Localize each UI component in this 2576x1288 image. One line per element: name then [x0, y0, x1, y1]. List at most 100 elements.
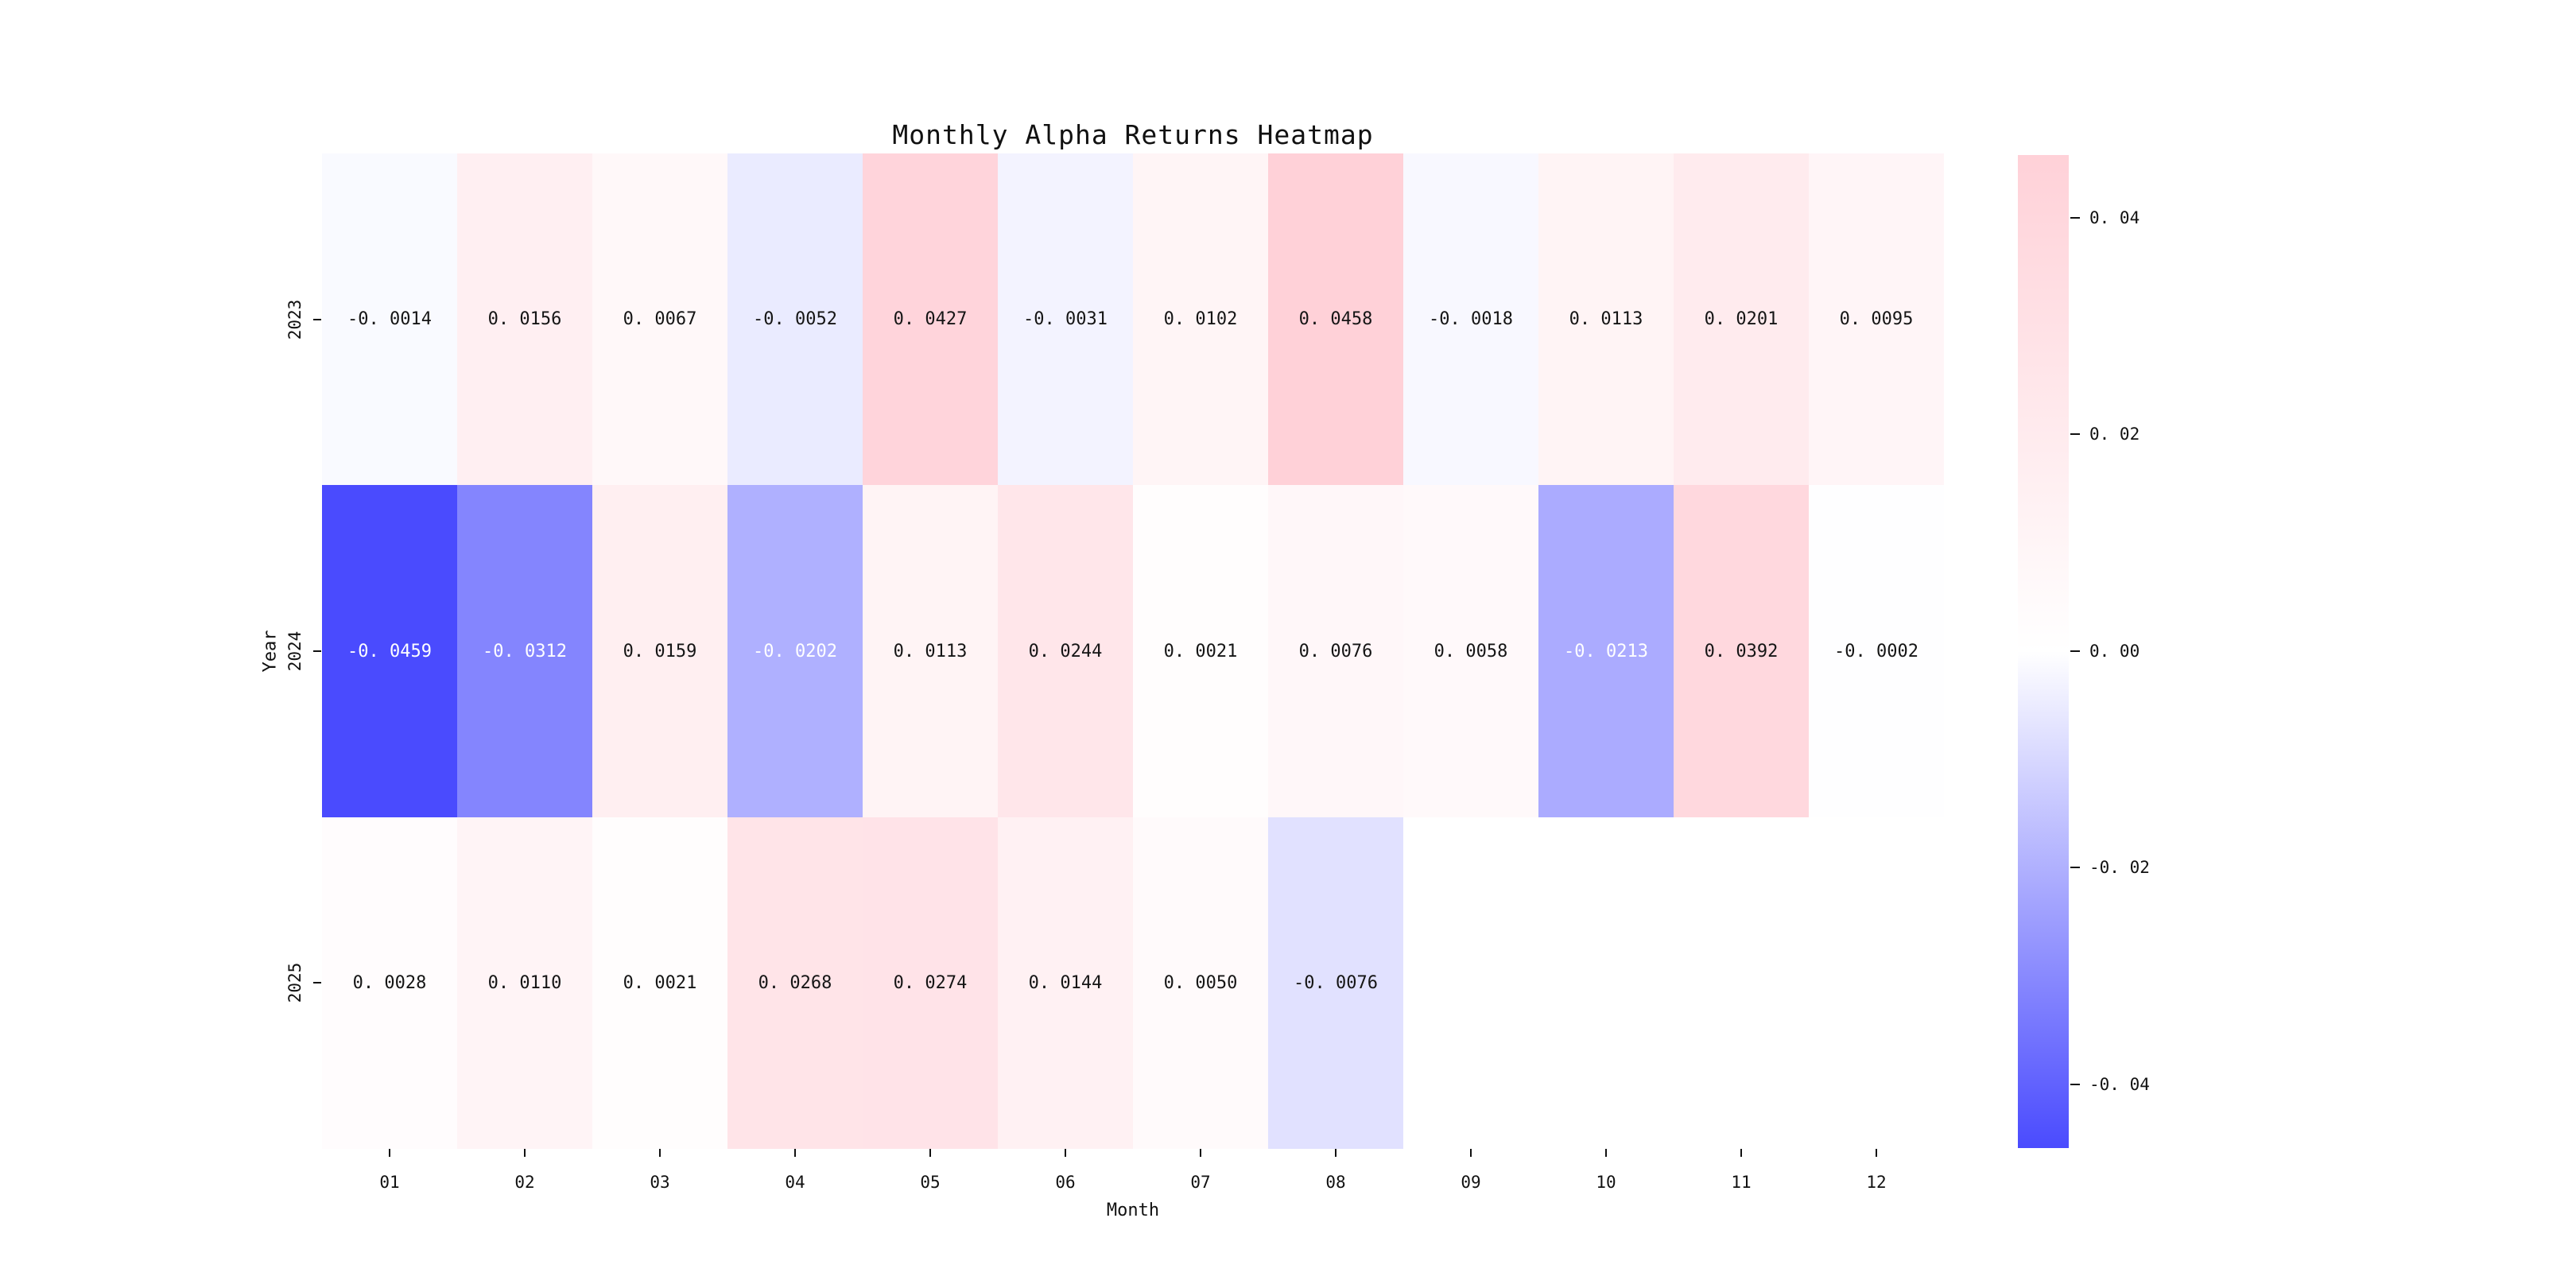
heatmap-cell: -0. 0076: [1268, 817, 1403, 1149]
heatmap-cell: -0. 0031: [998, 153, 1133, 485]
cell-value: 0. 0102: [1163, 309, 1238, 329]
x-tick-label: 12: [1866, 1173, 1887, 1192]
heatmap-cell: -0. 0213: [1538, 485, 1674, 817]
cell-value: 0. 0144: [1028, 973, 1103, 993]
y-tick-label: 2025: [285, 963, 305, 1003]
y-tick-mark: [313, 650, 321, 652]
heatmap-cell: -0. 0052: [727, 153, 863, 485]
y-axis-label: Year: [260, 630, 281, 673]
heatmap-cell: -0. 0018: [1403, 153, 1538, 485]
heatmap-cell: 0. 0113: [1538, 153, 1674, 485]
heatmap-cell: 0. 0201: [1674, 153, 1809, 485]
cell-value: 0. 0076: [1298, 641, 1373, 661]
heatmap-cell: 0. 0110: [457, 817, 592, 1149]
colorbar-tick-mark: [2070, 650, 2080, 652]
heatmap-cell: -0. 0459: [322, 485, 457, 817]
chart-title: Monthly Alpha Returns Heatmap: [892, 119, 1374, 150]
x-tick-label: 03: [650, 1173, 670, 1192]
cell-value: 0. 0028: [352, 973, 427, 993]
x-tick-mark: [1876, 1149, 1877, 1157]
heatmap-cell: 0. 0156: [457, 153, 592, 485]
heatmap-plot-area: -0. 0014 0. 0156 0. 0067 -0. 0052 0. 0427 -0.…: [322, 153, 1944, 1149]
heatmap-cell: 0. 0021: [1133, 485, 1268, 817]
y-tick-mark: [313, 319, 321, 320]
heatmap-cell: 0. 0076: [1268, 485, 1403, 817]
x-tick-label: 08: [1325, 1173, 1346, 1192]
cell-value: -0. 0202: [753, 641, 837, 661]
cell-value: 0. 0201: [1704, 309, 1779, 329]
y-tick-label: 2023: [285, 299, 305, 339]
y-tick-mark: [313, 982, 321, 983]
x-tick-label: 09: [1461, 1173, 1481, 1192]
colorbar-tick-label: -0. 04: [2089, 1074, 2150, 1094]
x-tick-mark: [1335, 1149, 1336, 1157]
cell-value: 0. 0244: [1028, 641, 1103, 661]
colorbar-tick-mark: [2070, 867, 2080, 868]
cell-value: 0. 0113: [893, 641, 968, 661]
cell-value: -0. 0312: [483, 641, 567, 661]
cell-value: 0. 0159: [623, 641, 697, 661]
heatmap-cell: 0. 0159: [592, 485, 727, 817]
colorbar-tick-mark: [2070, 217, 2080, 219]
x-tick-label: 06: [1055, 1173, 1076, 1192]
colorbar-tick-label: 0. 02: [2089, 425, 2140, 444]
cell-value: -0. 0459: [347, 641, 432, 661]
heatmap-cell: 0. 0244: [998, 485, 1133, 817]
cell-value: -0. 0052: [753, 309, 837, 329]
cell-value: 0. 0050: [1163, 973, 1238, 993]
x-tick-label: 11: [1731, 1173, 1752, 1192]
cell-value: -0. 0213: [1564, 641, 1648, 661]
heatmap-cell: 0. 0058: [1403, 485, 1538, 817]
heatmap-cell: -0. 0202: [727, 485, 863, 817]
x-tick-mark: [524, 1149, 526, 1157]
cell-value: 0. 0427: [893, 309, 968, 329]
cell-value: 0. 0067: [623, 309, 697, 329]
cell-value: 0. 0113: [1569, 309, 1643, 329]
x-tick-mark: [1065, 1149, 1066, 1157]
cell-value: -0. 0076: [1294, 973, 1378, 993]
colorbar-gradient: [2018, 155, 2069, 1148]
cell-value: 0. 0458: [1298, 309, 1373, 329]
x-tick-mark: [1470, 1149, 1472, 1157]
colorbar-tick-label: 0. 00: [2089, 641, 2140, 661]
cell-value: -0. 0002: [1834, 641, 1918, 661]
colorbar-tick-label: -0. 02: [2089, 858, 2150, 878]
x-tick-label: 05: [920, 1173, 941, 1192]
x-tick-mark: [1740, 1149, 1742, 1157]
x-tick-label: 02: [514, 1173, 535, 1192]
cell-value: 0. 0021: [623, 973, 697, 993]
heatmap-cell: 0. 0144: [998, 817, 1133, 1149]
colorbar-tick-label: 0. 04: [2089, 208, 2140, 227]
cell-value: 0. 0392: [1704, 641, 1779, 661]
x-tick-mark: [659, 1149, 661, 1157]
cell-value: 0. 0156: [487, 309, 562, 329]
cell-value: 0. 0110: [487, 973, 562, 993]
heatmap-cell: 0. 0392: [1674, 485, 1809, 817]
heatmap-cell: 0. 0067: [592, 153, 727, 485]
cell-value: 0. 0095: [1839, 309, 1914, 329]
colorbar-tick-mark: [2070, 1084, 2080, 1085]
x-tick-label: 07: [1190, 1173, 1211, 1192]
heatmap-cell: 0. 0095: [1809, 153, 1944, 485]
x-tick-label: 01: [379, 1173, 400, 1192]
cell-value: 0. 0268: [758, 973, 832, 993]
heatmap-cell: 0. 0458: [1268, 153, 1403, 485]
y-tick-label: 2024: [285, 630, 305, 672]
x-axis-label: Month: [1106, 1201, 1160, 1220]
heatmap-cell: -0. 0014: [322, 153, 457, 485]
heatmap-cell: 0. 0028: [322, 817, 457, 1149]
cell-value: -0. 0014: [347, 309, 432, 329]
heatmap-cell: 0. 0102: [1133, 153, 1268, 485]
heatmap-cell: 0. 0113: [863, 485, 998, 817]
x-tick-label: 04: [785, 1173, 805, 1192]
x-tick-label: 10: [1596, 1173, 1616, 1192]
colorbar-tick-mark: [2070, 433, 2080, 435]
x-tick-mark: [389, 1149, 390, 1157]
heatmap-cell: 0. 0021: [592, 817, 727, 1149]
cell-value: -0. 0018: [1429, 309, 1513, 329]
x-tick-mark: [794, 1149, 796, 1157]
heatmap-cell: 0. 0050: [1133, 817, 1268, 1149]
cell-value: -0. 0031: [1023, 309, 1108, 329]
heatmap-cell: 0. 0274: [863, 817, 998, 1149]
